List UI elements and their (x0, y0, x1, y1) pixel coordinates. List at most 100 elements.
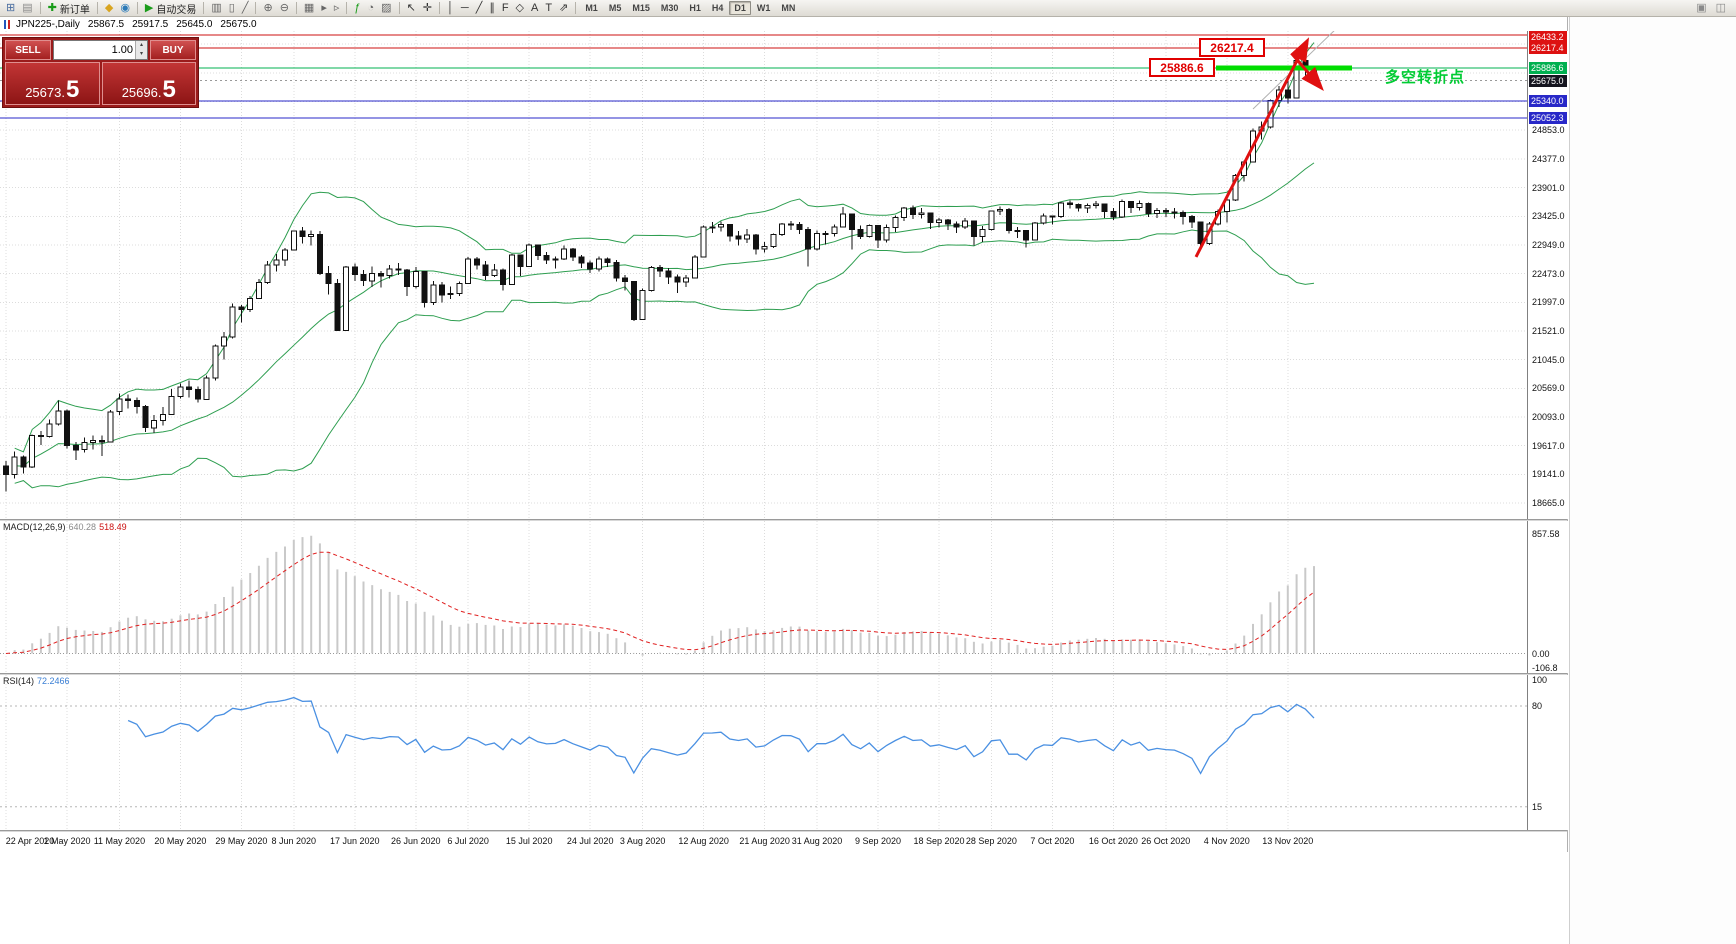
fibonacci-icon[interactable]: F (499, 1, 512, 16)
toolbar-separator (439, 2, 441, 14)
chart-window: JPN225-,Daily 25867.5 25917.5 25645.0 25… (0, 17, 1568, 852)
horizontal-line-icon: ─ (460, 1, 469, 14)
price-tag: 25052.3 (1529, 112, 1567, 125)
tile-windows-icon[interactable]: ▦ (301, 1, 317, 16)
date-axis[interactable]: 22 Apr 2020 1 May 2020 11 May 2020 20 May 2… (0, 832, 1567, 852)
date-label: 4 Nov 2020 (1203, 836, 1250, 846)
bar-chart-icon: ▥ (211, 1, 222, 14)
bar-chart-icon[interactable]: ▥ (208, 1, 224, 16)
price-axis-label: 22473.0 (1532, 268, 1565, 279)
chart-icon (3, 19, 12, 29)
chart-shift-icon[interactable]: ▹ (331, 1, 343, 16)
zoom-out-icon[interactable]: ⊖ (277, 1, 292, 16)
rsi-svg[interactable] (0, 675, 1568, 830)
candlestick-chart-icon: ▯ (228, 1, 235, 14)
channel-icon[interactable]: ∥ (486, 1, 498, 16)
timeframe-button-M30[interactable]: M30 (660, 3, 679, 13)
rally-arrow (1194, 37, 1310, 258)
date-label: 17 Jun 2020 (330, 836, 380, 846)
arrows-icon[interactable]: ⇗ (556, 1, 571, 16)
workspace-right (1569, 17, 1736, 944)
timeframe-button-MN[interactable]: MN (781, 3, 796, 13)
macd-signal-value: 518.49 (99, 522, 127, 532)
profiles-icon[interactable]: ▤ (19, 1, 35, 16)
indicators-icon[interactable]: ƒ (351, 1, 363, 16)
cursor-icon[interactable]: ↖ (404, 1, 419, 16)
price-annotation-box (1199, 38, 1265, 57)
pane-separator[interactable] (0, 830, 1567, 832)
pane-separator[interactable] (0, 519, 1567, 521)
new-chart-icon: ⊞ (6, 1, 16, 14)
tile-windows-icon: ▦ (303, 1, 315, 14)
price-lines[interactable] (0, 34, 1528, 119)
new-order-button[interactable]: ✚ 新订单 (47, 1, 90, 16)
auto-scroll-icon[interactable]: ▸ (318, 1, 330, 16)
date-label: 3 Aug 2020 (619, 836, 666, 846)
line-chart-icon[interactable]: ╱ (239, 1, 252, 16)
volume-down-icon[interactable]: ▾ (139, 51, 143, 57)
timeframe-button-D1[interactable]: D1 (729, 1, 751, 15)
crosshair-icon[interactable]: ✛ (420, 1, 435, 16)
volume-input[interactable] (54, 44, 135, 56)
rsi-axis-label: 100 (1532, 675, 1548, 685)
date-label: 15 Jul 2020 (505, 836, 553, 846)
pullback-arrow (1290, 52, 1324, 92)
timeframe-button-H1[interactable]: H1 (689, 3, 701, 13)
price-axis-label: 19141.0 (1532, 469, 1565, 480)
sell-button[interactable]: SELL (5, 40, 51, 60)
buy-button[interactable]: BUY (150, 40, 196, 60)
new-chart-icon[interactable]: ⊞ (3, 1, 18, 16)
toolbar-extra-icon-1[interactable]: ▣ (1696, 1, 1707, 14)
date-label: 8 Jun 2020 (271, 836, 317, 846)
toolbar-extra-icon-2[interactable]: ◫ (1715, 1, 1726, 14)
fibonacci-icon: F (501, 1, 509, 14)
timeframe-button-W1[interactable]: W1 (756, 3, 771, 13)
timeframe-button-M15[interactable]: M15 (632, 3, 650, 13)
profiles-icon: ▤ (22, 1, 33, 14)
volume-stepper[interactable]: ▴ ▾ (53, 40, 148, 60)
market-icon[interactable]: ◉ (117, 1, 133, 16)
timeframe-button-M5[interactable]: M5 (608, 3, 622, 13)
main-chart-svg[interactable]: 26217.4 25886.6 多空转折点 (0, 31, 1568, 519)
timeframe-button-H4[interactable]: H4 (711, 3, 724, 13)
zoom-in-icon[interactable]: ⊕ (260, 1, 275, 16)
volume-up-icon[interactable]: ▴ (139, 42, 143, 48)
chart-symbol-period: JPN225-,Daily (16, 18, 80, 30)
pane-separator[interactable] (0, 673, 1567, 675)
macd-pane[interactable]: MACD(12,26,9) 640.28 518.49 857.58 0.00 -106… (0, 521, 1568, 673)
main-chart-pane[interactable]: 26217.4 25886.6 多空转折点 24853.0 24377.0 23901.0… (0, 31, 1568, 519)
metaeditor-icon: ◆ (104, 1, 114, 14)
text-icon[interactable]: A (528, 1, 541, 16)
candlestick-chart-icon[interactable]: ▯ (226, 1, 238, 16)
metaeditor-icon[interactable]: ◆ (102, 1, 116, 16)
buy-price-button[interactable]: 25696. 5 (101, 62, 196, 105)
date-label: 1 May 2020 (43, 836, 91, 846)
toolbar-separator (398, 2, 400, 14)
autotrading-button[interactable]: ▶ 自动交易 (144, 1, 197, 16)
rsi-pane[interactable]: RSI(14) 72.2466 100 80 15 (0, 675, 1568, 830)
price-tag: 26433.2 (1529, 31, 1567, 43)
market-icon: ◉ (120, 1, 130, 14)
toolbar-separator (255, 2, 257, 14)
timeframe-button-M1[interactable]: M1 (585, 3, 598, 13)
price-tag: 25675.0 (1529, 74, 1567, 87)
vertical-line-icon[interactable]: │ (444, 1, 457, 16)
periods-icon[interactable]: ◔ (365, 1, 378, 16)
macd-svg[interactable] (0, 521, 1568, 673)
grid (0, 31, 1528, 519)
price-tag: 25886.6 (1529, 62, 1567, 74)
toolbar-separator (203, 2, 205, 14)
price-axis-label: 19617.0 (1532, 440, 1565, 451)
text-icon: A (531, 1, 539, 14)
templates-icon: ▨ (381, 1, 392, 14)
periods-icon: ◔ (367, 1, 375, 14)
trendline-icon[interactable]: ╱ (473, 1, 486, 16)
date-label: 31 Aug 2020 (791, 836, 843, 846)
horizontal-line-icon[interactable]: ─ (458, 1, 472, 16)
chart-shift-icon: ▹ (333, 1, 340, 14)
sell-price-button[interactable]: 25673. 5 (5, 62, 100, 105)
drawn-annotations[interactable]: 26217.4 25886.6 多空转折点 (1149, 31, 1465, 258)
shapes-icon[interactable]: ◇ (513, 1, 527, 16)
label-icon[interactable]: T (542, 1, 555, 16)
templates-icon[interactable]: ▨ (378, 1, 394, 16)
